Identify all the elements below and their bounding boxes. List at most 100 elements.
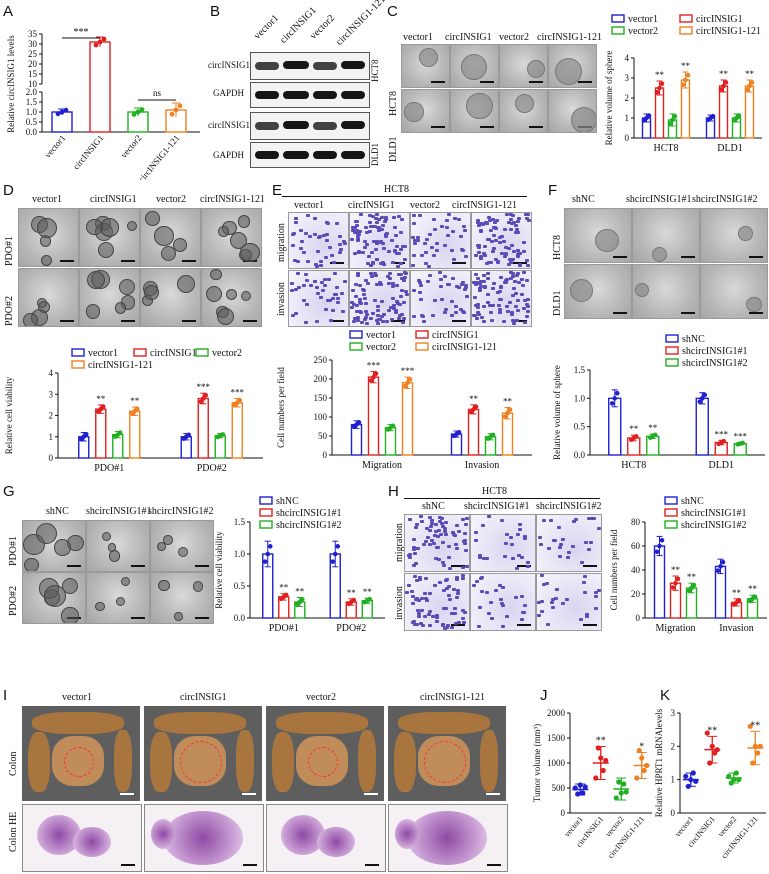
data-point bbox=[749, 80, 755, 85]
data-point bbox=[670, 117, 675, 123]
y-tick-label: 1 bbox=[671, 775, 676, 785]
data-point bbox=[621, 781, 627, 787]
scale-bar bbox=[529, 81, 543, 83]
organoid-micrograph bbox=[86, 572, 150, 624]
significance-label: ** bbox=[648, 423, 658, 433]
legend-swatch bbox=[611, 26, 625, 35]
he-stain-image bbox=[266, 804, 386, 872]
y-tick-label: 80 bbox=[631, 517, 641, 527]
data-point bbox=[572, 785, 578, 791]
data-point bbox=[473, 404, 479, 409]
legend-swatch bbox=[349, 342, 363, 351]
data-point bbox=[330, 559, 336, 564]
organoid-micrograph bbox=[140, 208, 201, 267]
he-stain-image bbox=[144, 804, 264, 872]
col-label: circINSIG1-121 bbox=[537, 32, 602, 43]
panel-label-D: D bbox=[3, 182, 14, 199]
transwell-micrograph bbox=[471, 270, 532, 327]
row-label: HCT8 bbox=[388, 91, 399, 116]
panel-label-A: A bbox=[3, 3, 14, 20]
bar bbox=[367, 376, 380, 456]
colon-photo bbox=[22, 706, 140, 801]
data-point bbox=[405, 380, 410, 386]
y-tick-label: 1500 bbox=[547, 733, 566, 743]
x-tick-label: PDO#2 bbox=[197, 463, 227, 474]
panel-label-E: E bbox=[272, 182, 283, 199]
data-point bbox=[691, 582, 697, 588]
data-point bbox=[173, 107, 179, 113]
significance-label: ** bbox=[732, 588, 742, 598]
bar bbox=[653, 545, 666, 619]
significance-label: ** bbox=[681, 61, 691, 71]
scale-bar bbox=[451, 624, 465, 626]
data-point bbox=[654, 549, 660, 555]
legend-label: vector1 bbox=[366, 330, 396, 341]
organoid-images-g: shNC shcircINSIG1#1 shcircINSIG1#2 PDO#1… bbox=[0, 500, 215, 630]
legend-label: shNC bbox=[276, 496, 299, 507]
sphere-micrograph bbox=[499, 89, 548, 133]
data-point bbox=[262, 559, 268, 564]
organoid-micrograph bbox=[201, 268, 262, 327]
legend-label: circINSIG1-121 bbox=[432, 342, 497, 353]
x-tick-label: PDO#2 bbox=[336, 623, 366, 634]
data-point bbox=[200, 396, 206, 401]
blot-row-label: GAPDH bbox=[212, 88, 244, 98]
x-tick-label: DLD1 bbox=[717, 143, 743, 154]
legend-label: circINSIG1 bbox=[150, 348, 197, 359]
data-point bbox=[390, 423, 396, 429]
y-tick-label: 250 bbox=[314, 355, 328, 365]
data-point bbox=[614, 390, 620, 396]
chart-d: 0 1 2 3 4 Relative cell viability ** ** PDO#1 ***… bbox=[4, 348, 263, 474]
significance-label: ** bbox=[503, 397, 513, 407]
col-label: shcircINSIG1#1 bbox=[86, 506, 152, 517]
y-tick-label: 0 bbox=[625, 133, 630, 143]
scale-bar bbox=[195, 565, 209, 567]
data-point bbox=[131, 112, 137, 117]
data-point bbox=[744, 87, 750, 92]
significance-label: ** bbox=[719, 69, 729, 79]
data-point bbox=[750, 760, 756, 766]
data-point bbox=[97, 39, 103, 45]
legend-swatch bbox=[349, 330, 363, 339]
data-point bbox=[490, 432, 496, 438]
scale-bar bbox=[67, 565, 81, 567]
y-tick-label: 40 bbox=[631, 565, 641, 575]
data-point bbox=[63, 107, 69, 113]
scale-bar bbox=[452, 262, 466, 264]
data-point bbox=[736, 597, 742, 603]
scale-bar bbox=[486, 793, 500, 795]
col-label: vector2 bbox=[410, 200, 440, 211]
y-axis-label: Relative HPRT1 mRNAlevels bbox=[654, 708, 664, 817]
data-point bbox=[373, 371, 379, 376]
scale-bar bbox=[487, 864, 501, 866]
legend-label: vector2 bbox=[366, 342, 396, 353]
scale-bar bbox=[182, 320, 196, 322]
y-tick-label: 2.0 bbox=[26, 87, 38, 97]
data-point bbox=[699, 396, 705, 401]
significance-label: *** bbox=[734, 432, 748, 442]
organoid-micrograph bbox=[18, 268, 79, 327]
sphere-micrograph bbox=[548, 89, 597, 133]
significance-label: ** bbox=[130, 396, 140, 406]
data-point bbox=[371, 374, 376, 380]
data-point bbox=[580, 790, 586, 796]
sphere-micrograph bbox=[700, 208, 768, 263]
transwell-micrograph bbox=[410, 212, 471, 269]
scale-bar bbox=[613, 256, 627, 258]
data-point bbox=[693, 778, 699, 784]
data-point bbox=[598, 755, 604, 761]
legend-label: circINSIG1 bbox=[432, 330, 479, 341]
organoid-micrograph bbox=[79, 268, 140, 327]
data-point bbox=[657, 543, 662, 549]
significance-label: *** bbox=[715, 429, 729, 439]
sphere-micrograph bbox=[499, 44, 548, 88]
data-point bbox=[93, 42, 99, 48]
legend-swatch bbox=[71, 348, 85, 357]
data-point bbox=[618, 790, 624, 796]
significance-label: ** bbox=[96, 394, 106, 404]
legend-label: shcircINSIG1#1 bbox=[276, 508, 342, 519]
transwell-micrograph bbox=[470, 573, 536, 631]
bar bbox=[384, 426, 397, 456]
sphere-images-f: shNC shcircINSIG1#1 shcircINSIG1#2 HCT8 … bbox=[548, 190, 769, 330]
